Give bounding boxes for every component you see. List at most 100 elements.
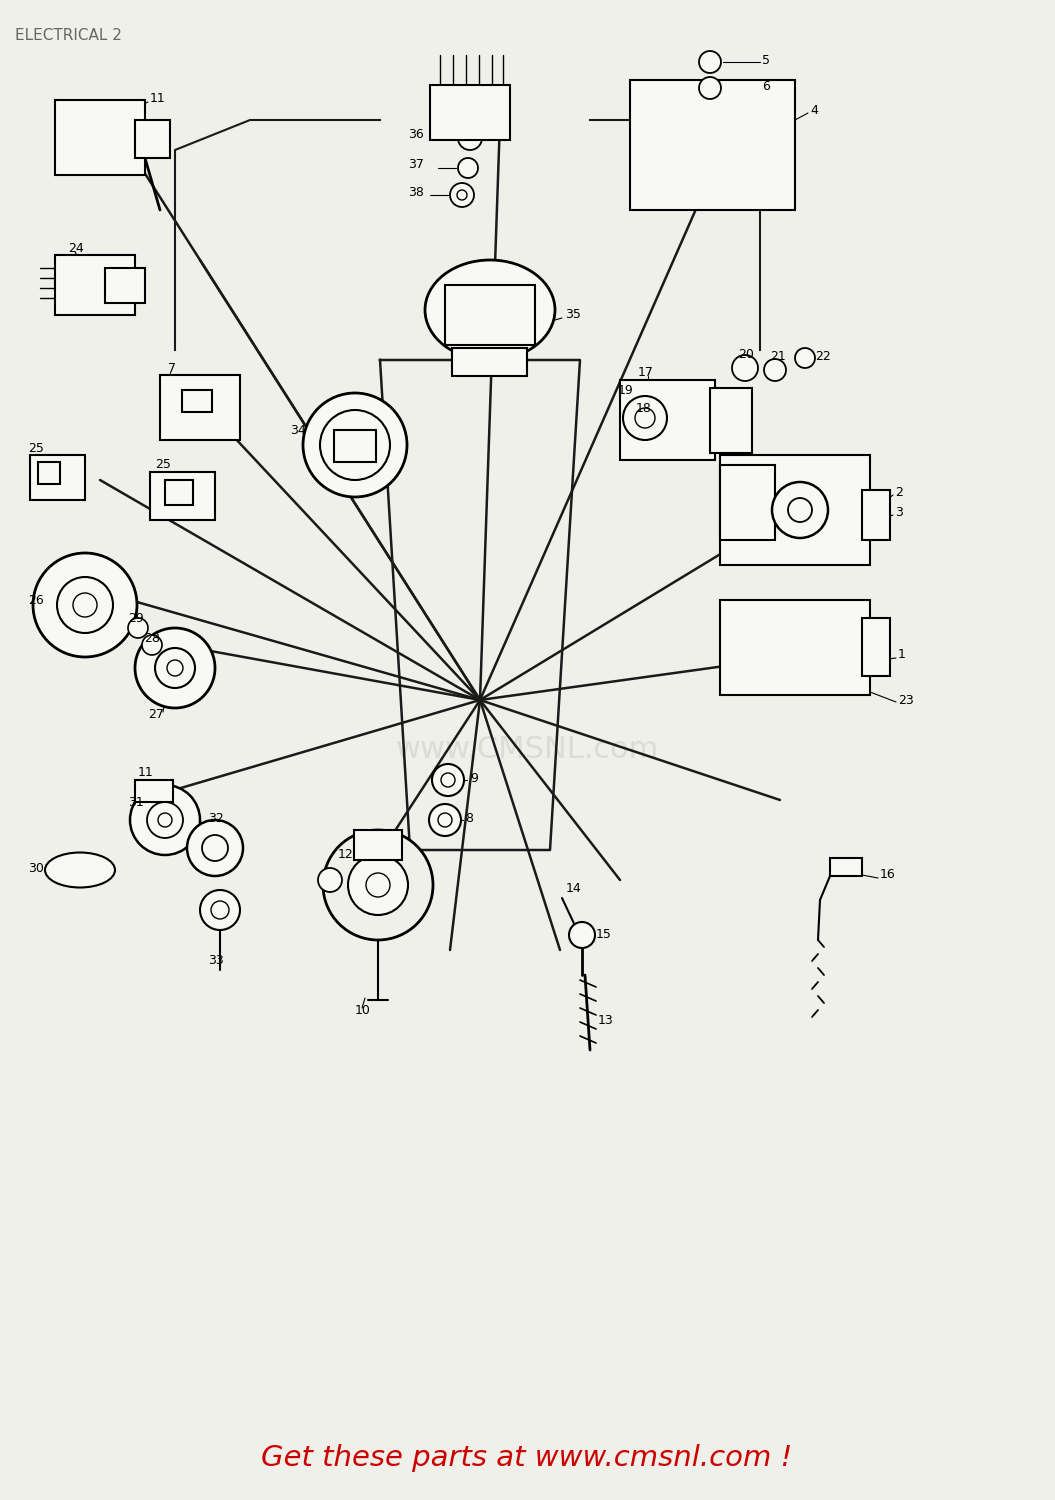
Circle shape [303, 393, 407, 496]
Text: 10: 10 [354, 1004, 371, 1017]
Circle shape [438, 813, 452, 826]
Bar [38, 462, 60, 484]
Circle shape [135, 628, 215, 708]
Circle shape [458, 126, 482, 150]
Text: 23: 23 [898, 693, 914, 706]
Text: 26: 26 [28, 594, 43, 606]
Circle shape [441, 772, 455, 788]
Text: 31: 31 [128, 795, 143, 808]
Bar [135, 780, 173, 802]
Text: 29: 29 [128, 612, 143, 624]
Text: 4: 4 [810, 104, 818, 117]
Ellipse shape [425, 260, 555, 360]
Circle shape [429, 804, 461, 836]
Circle shape [200, 890, 239, 930]
Text: 6: 6 [762, 80, 770, 93]
Circle shape [158, 813, 172, 826]
Circle shape [323, 830, 433, 940]
Text: 25: 25 [155, 459, 171, 471]
Bar [620, 380, 715, 460]
Text: 8: 8 [465, 812, 473, 825]
Text: 20: 20 [738, 348, 754, 361]
Text: 27: 27 [148, 708, 164, 722]
Circle shape [450, 183, 474, 207]
Circle shape [211, 902, 229, 920]
Circle shape [348, 855, 408, 915]
Text: 32: 32 [208, 812, 224, 825]
Text: ELECTRICAL 2: ELECTRICAL 2 [15, 28, 122, 44]
Text: 35: 35 [565, 309, 581, 321]
Text: 11: 11 [150, 92, 166, 105]
Circle shape [569, 922, 595, 948]
Circle shape [320, 410, 390, 480]
Bar [135, 120, 170, 158]
Circle shape [366, 873, 390, 897]
Text: 28: 28 [143, 632, 160, 645]
Circle shape [431, 764, 464, 796]
Text: 36: 36 [408, 129, 424, 141]
Circle shape [130, 784, 200, 855]
Circle shape [73, 592, 97, 616]
Text: 7: 7 [168, 362, 176, 375]
Text: 9: 9 [469, 771, 478, 784]
Circle shape [187, 821, 243, 876]
Bar [30, 454, 85, 500]
Bar [106, 268, 145, 303]
Text: 5: 5 [762, 54, 770, 66]
Text: 24: 24 [68, 242, 83, 255]
Circle shape [128, 618, 148, 638]
Text: 34: 34 [290, 423, 306, 436]
Bar [862, 490, 890, 540]
Text: 15: 15 [596, 928, 612, 942]
Bar [165, 480, 193, 506]
Circle shape [732, 356, 757, 381]
Bar [710, 388, 752, 453]
Bar [183, 390, 212, 412]
Text: 19: 19 [618, 384, 634, 396]
Circle shape [795, 348, 816, 368]
Circle shape [635, 408, 655, 428]
Bar [160, 375, 239, 440]
Circle shape [457, 190, 467, 200]
Text: Get these parts at www.cmsnl.com !: Get these parts at www.cmsnl.com ! [262, 1444, 792, 1472]
Bar [830, 858, 862, 876]
Circle shape [764, 358, 786, 381]
Text: 17: 17 [638, 366, 654, 380]
Circle shape [624, 396, 667, 439]
Text: 22: 22 [816, 350, 830, 363]
Bar [150, 472, 215, 520]
Text: 30: 30 [28, 861, 44, 874]
Text: 12: 12 [338, 849, 353, 861]
Circle shape [699, 76, 721, 99]
Circle shape [147, 802, 183, 838]
Bar [720, 454, 870, 566]
Text: 38: 38 [408, 186, 424, 200]
Text: 2: 2 [895, 486, 903, 498]
Bar [430, 86, 510, 140]
Ellipse shape [45, 852, 115, 888]
Bar [334, 430, 376, 462]
Circle shape [788, 498, 812, 522]
Circle shape [33, 554, 137, 657]
Bar [55, 255, 135, 315]
Bar [452, 348, 528, 376]
Text: 3: 3 [895, 506, 903, 519]
Bar [354, 830, 402, 860]
Bar [630, 80, 795, 210]
Text: 16: 16 [880, 868, 896, 882]
Circle shape [202, 836, 228, 861]
Bar [862, 618, 890, 676]
Text: 21: 21 [770, 351, 786, 363]
Text: 18: 18 [636, 402, 652, 414]
Text: 11: 11 [138, 766, 154, 780]
Text: 13: 13 [598, 1014, 614, 1026]
Circle shape [155, 648, 195, 688]
Text: 1: 1 [898, 648, 906, 662]
Circle shape [318, 868, 342, 892]
Bar [55, 100, 145, 176]
Bar [445, 285, 535, 345]
Bar [720, 465, 775, 540]
Text: 37: 37 [408, 159, 424, 171]
Circle shape [458, 158, 478, 178]
Circle shape [699, 51, 721, 74]
